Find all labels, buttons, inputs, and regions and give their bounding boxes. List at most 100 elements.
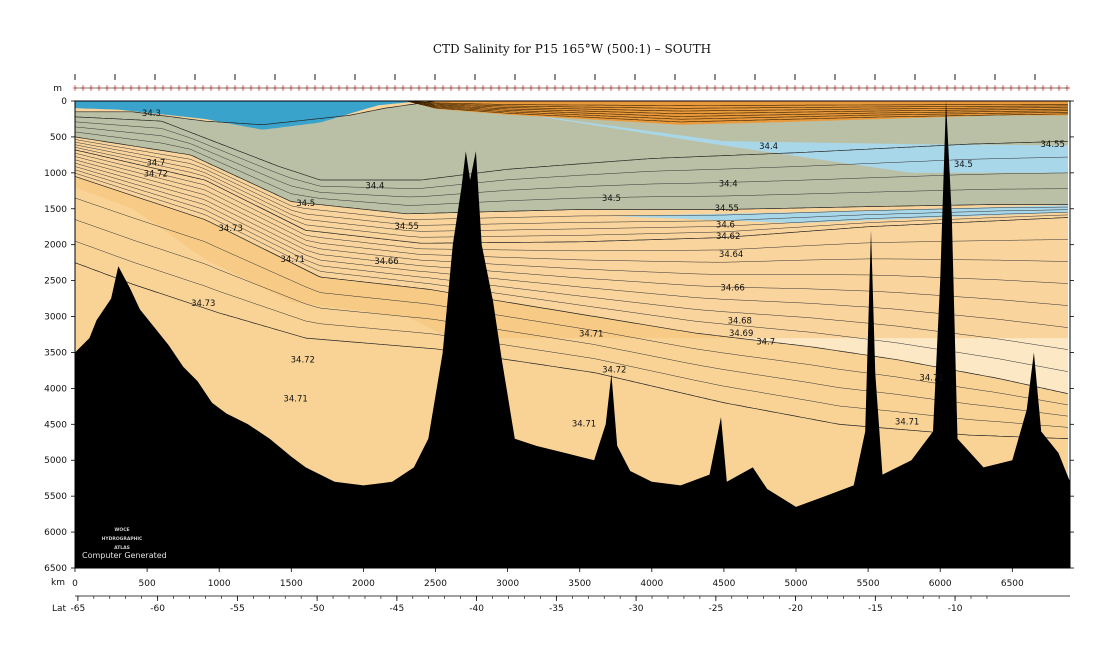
distance-unit-label: km — [51, 578, 65, 588]
contour-line — [75, 101, 1068, 112]
contour-label: 34.5 — [602, 194, 621, 204]
contour-line — [75, 131, 1068, 206]
contour-line — [75, 116, 1069, 181]
distance-tick-label: 4500 — [712, 579, 735, 589]
bathymetry-silhouette — [75, 101, 1070, 568]
contour-label: 34.71 — [895, 417, 919, 427]
depth-tick-label: 500 — [50, 133, 67, 143]
contour-label: 34.71 — [919, 374, 943, 384]
depth-tick-label: 5500 — [44, 492, 67, 502]
distance-tick-label: 3500 — [568, 579, 591, 589]
contour-label: 34.7 — [756, 338, 775, 348]
contour-label: 34.71 — [281, 255, 305, 265]
salinity-band — [75, 101, 1068, 339]
latitude-tick-label: -10 — [948, 604, 963, 614]
depth-tick-label: 1000 — [44, 169, 67, 179]
depth-unit-label: m — [53, 84, 62, 94]
contour-line — [75, 156, 1068, 263]
depth-tick-label: 1500 — [44, 205, 67, 215]
depth-tick-label: 6500 — [44, 564, 67, 574]
depth-tick-label: 3500 — [44, 348, 67, 358]
latitude-tick-label: -35 — [549, 604, 564, 614]
contour-label: 34.72 — [291, 356, 315, 366]
latitude-tick-label: -30 — [629, 604, 644, 614]
contour-label: 34.71 — [579, 330, 603, 340]
contour-line — [75, 176, 1069, 395]
contour-label: 34.73 — [219, 224, 243, 234]
depth-tick-label: 0 — [61, 97, 67, 107]
contour-line — [75, 101, 1068, 109]
contour-line — [75, 197, 1069, 406]
latitude-tick-label: -20 — [788, 604, 803, 614]
logo-line: ATLAS — [114, 545, 130, 551]
contour-line — [75, 126, 1068, 198]
distance-tick-label: 6000 — [929, 579, 952, 589]
distance-tick-label: 0 — [72, 579, 78, 589]
contour-label: 34.4 — [759, 142, 778, 152]
contour-label: 34.6 — [716, 220, 735, 230]
depth-tick-label: 2000 — [44, 241, 67, 251]
contour-label: 34.66 — [374, 257, 398, 267]
contour-label: 34.71 — [283, 394, 307, 404]
contour-label: 34.62 — [716, 232, 740, 242]
contour-line — [75, 159, 1069, 284]
station-marker-row — [73, 74, 1070, 91]
contour-label: 34.55 — [395, 222, 419, 232]
distance-tick-label: 1500 — [280, 579, 303, 589]
contour-line — [75, 101, 1069, 123]
latitude-tick-label: -40 — [469, 604, 484, 614]
salinity-band — [75, 101, 1068, 130]
plot-frame — [74, 100, 1071, 569]
contour-line — [75, 152, 1068, 252]
distance-tick-label: 2500 — [424, 579, 447, 589]
contour-line — [75, 169, 1069, 350]
contour-line — [75, 166, 1069, 328]
woce-atlas-watermark: WOCE HYDROGRAPHIC ATLAS Computer Generat… — [82, 527, 167, 560]
depth-axis: 0 500 1000 1500 2000 2500 3000 3500 4000 4500 5000… — [44, 97, 1074, 574]
contour-label-group: 34.3 34.4 34.4 34.4 34.5 34.5 34.5 34.55 34.55 34… — [142, 109, 1065, 429]
contour-line — [75, 144, 1069, 232]
contour-label: 34.3 — [142, 109, 161, 119]
latitude-tick-label: -55 — [230, 604, 245, 614]
contour-line — [75, 162, 1069, 306]
distance-tick-label: 2000 — [352, 579, 375, 589]
contour-label: 34.72 — [144, 169, 168, 179]
contour-label: 34.64 — [719, 250, 743, 260]
distance-tick-label: 500 — [139, 579, 156, 589]
latitude-tick-label: -25 — [708, 604, 723, 614]
contour-label: 34.55 — [715, 204, 739, 214]
contour-line — [75, 101, 1068, 115]
contour-line — [75, 136, 1068, 215]
contour-label: 34.4 — [365, 182, 384, 192]
contour-line — [75, 101, 1068, 125]
chart-title: CTD Salinity for P15 165°W (500:1) – SOU… — [433, 42, 711, 56]
contour-label: 34.68 — [728, 317, 752, 327]
contour-label: 34.71 — [572, 420, 596, 430]
distance-axis: 0 500 1000 1500 2000 2500 3000 3500 4000 4500 5000… — [72, 568, 1024, 589]
contour-line — [75, 262, 1069, 439]
logo-line: HYDROGRAPHIC — [102, 536, 143, 542]
contour-line — [75, 101, 1068, 117]
depth-tick-label: 6000 — [44, 528, 67, 538]
plot-area: 34.3 34.4 34.4 34.4 34.5 34.5 34.5 34.55 34.55 34… — [75, 101, 1070, 568]
salinity-band — [75, 176, 1068, 439]
contour-line — [75, 240, 1069, 428]
contour-line — [75, 139, 1068, 220]
latitude-tick-label: -45 — [390, 604, 405, 614]
contour-label: 34.4 — [719, 180, 738, 190]
logo-line: WOCE — [114, 527, 129, 533]
contour-label: 34.7 — [146, 159, 165, 169]
depth-tick-label: 3000 — [44, 313, 67, 323]
contour-line — [75, 149, 1069, 244]
latitude-tick-label: -15 — [868, 604, 883, 614]
contour-label: 34.55 — [1041, 140, 1065, 150]
latitude-axis: -65 -60 -55 -50 -45 -40 -35 -30 -25 -20 -15 -10 — [71, 596, 988, 614]
distance-tick-label: 5500 — [857, 579, 880, 589]
distance-tick-label: 3000 — [496, 579, 519, 589]
latitude-tick-label: -50 — [310, 604, 325, 614]
contour-line — [75, 121, 1068, 189]
contour-label: 34.69 — [729, 329, 753, 339]
salinity-band — [75, 205, 1068, 224]
contour-label: 34.66 — [720, 284, 744, 294]
